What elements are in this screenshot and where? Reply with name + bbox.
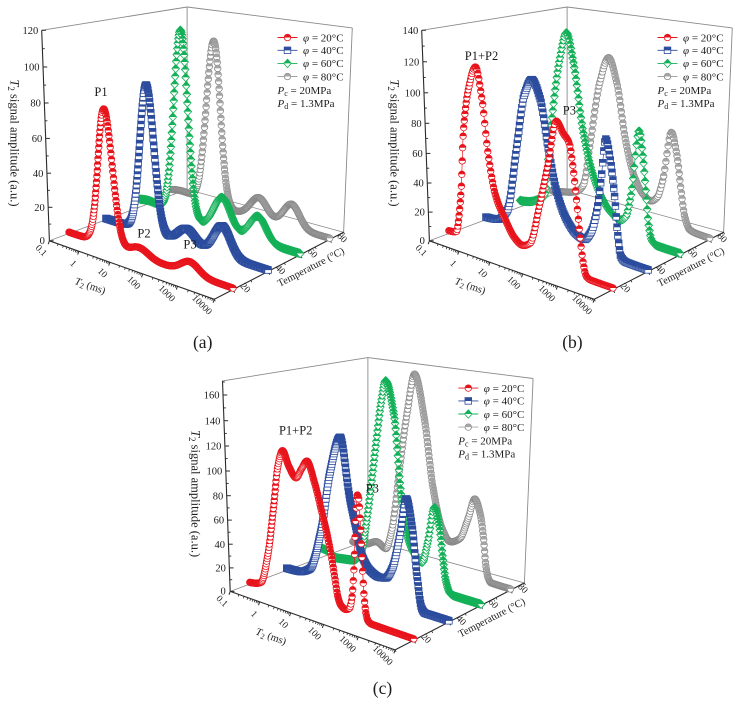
svg-text:φ = 60°C: φ = 60°C	[683, 58, 724, 70]
svg-text:φ = 80°C: φ = 80°C	[683, 71, 724, 83]
svg-text:P1: P1	[94, 85, 107, 99]
svg-text:160: 160	[204, 391, 220, 402]
svg-text:100: 100	[405, 88, 421, 99]
svg-text:T2 signal amplitude (a.u.): T2 signal amplitude (a.u.)	[187, 430, 202, 557]
svg-text:140: 140	[402, 26, 418, 37]
svg-text:40: 40	[33, 169, 44, 180]
svg-text:φ = 60°C: φ = 60°C	[484, 409, 525, 421]
svg-text:1: 1	[248, 609, 259, 620]
svg-text:P3: P3	[563, 104, 576, 118]
svg-text:0: 0	[40, 236, 45, 247]
svg-text:120: 120	[22, 26, 38, 37]
svg-text:20: 20	[215, 564, 226, 575]
svg-text:φ = 40°C: φ = 40°C	[683, 45, 724, 57]
svg-text:0: 0	[420, 236, 425, 247]
svg-text:80: 80	[411, 119, 422, 130]
svg-text:100: 100	[24, 63, 40, 74]
svg-text:Pc = 20MPa: Pc = 20MPa	[457, 436, 512, 449]
svg-text:φ = 80°C: φ = 80°C	[484, 422, 525, 434]
svg-text:P2: P2	[137, 227, 150, 241]
svg-text:60: 60	[32, 134, 43, 145]
svg-text:P3: P3	[366, 482, 379, 496]
svg-text:1: 1	[67, 259, 78, 270]
svg-text:Pc = 20MPa: Pc = 20MPa	[277, 85, 332, 98]
svg-text:60: 60	[412, 149, 423, 160]
svg-text:1: 1	[447, 259, 458, 270]
svg-text:P1+P2: P1+P2	[279, 423, 312, 437]
svg-text:120: 120	[206, 442, 222, 453]
svg-text:T2 signal amplitude (a.u.): T2 signal amplitude (a.u.)	[6, 79, 21, 206]
svg-text:Pd = 1.3MPa: Pd = 1.3MPa	[457, 449, 515, 462]
svg-text:80: 80	[213, 491, 224, 502]
svg-text:140: 140	[205, 416, 221, 427]
svg-text:φ = 40°C: φ = 40°C	[303, 45, 344, 57]
svg-text:20: 20	[34, 203, 45, 214]
svg-text:100: 100	[207, 467, 223, 478]
svg-text:P3: P3	[183, 238, 196, 252]
svg-text:φ = 20°C: φ = 20°C	[484, 383, 525, 395]
svg-text:φ = 60°C: φ = 60°C	[303, 58, 344, 70]
svg-text:80: 80	[30, 99, 41, 110]
svg-text:(c): (c)	[373, 678, 393, 698]
svg-text:40: 40	[413, 179, 424, 190]
svg-text:Pc = 20MPa: Pc = 20MPa	[657, 85, 712, 98]
svg-text:120: 120	[404, 57, 420, 68]
svg-text:φ = 80°C: φ = 80°C	[303, 71, 344, 83]
svg-text:φ = 20°C: φ = 20°C	[303, 32, 344, 44]
svg-text:20: 20	[414, 208, 425, 219]
svg-text:60: 60	[214, 516, 225, 527]
svg-text:φ = 40°C: φ = 40°C	[484, 396, 525, 408]
svg-text:40: 40	[215, 540, 226, 551]
svg-text:Pd = 1.3MPa: Pd = 1.3MPa	[277, 98, 335, 111]
svg-text:P1+P2: P1+P2	[465, 49, 498, 63]
svg-text:Pd = 1.3MPa: Pd = 1.3MPa	[657, 98, 715, 111]
svg-text:φ = 20°C: φ = 20°C	[683, 32, 724, 44]
svg-text:0: 0	[220, 587, 225, 598]
svg-text:(b): (b)	[562, 332, 583, 352]
svg-text:(a): (a)	[193, 332, 213, 352]
svg-text:T2 signal amplitude (a.u.): T2 signal amplitude (a.u.)	[386, 79, 401, 206]
